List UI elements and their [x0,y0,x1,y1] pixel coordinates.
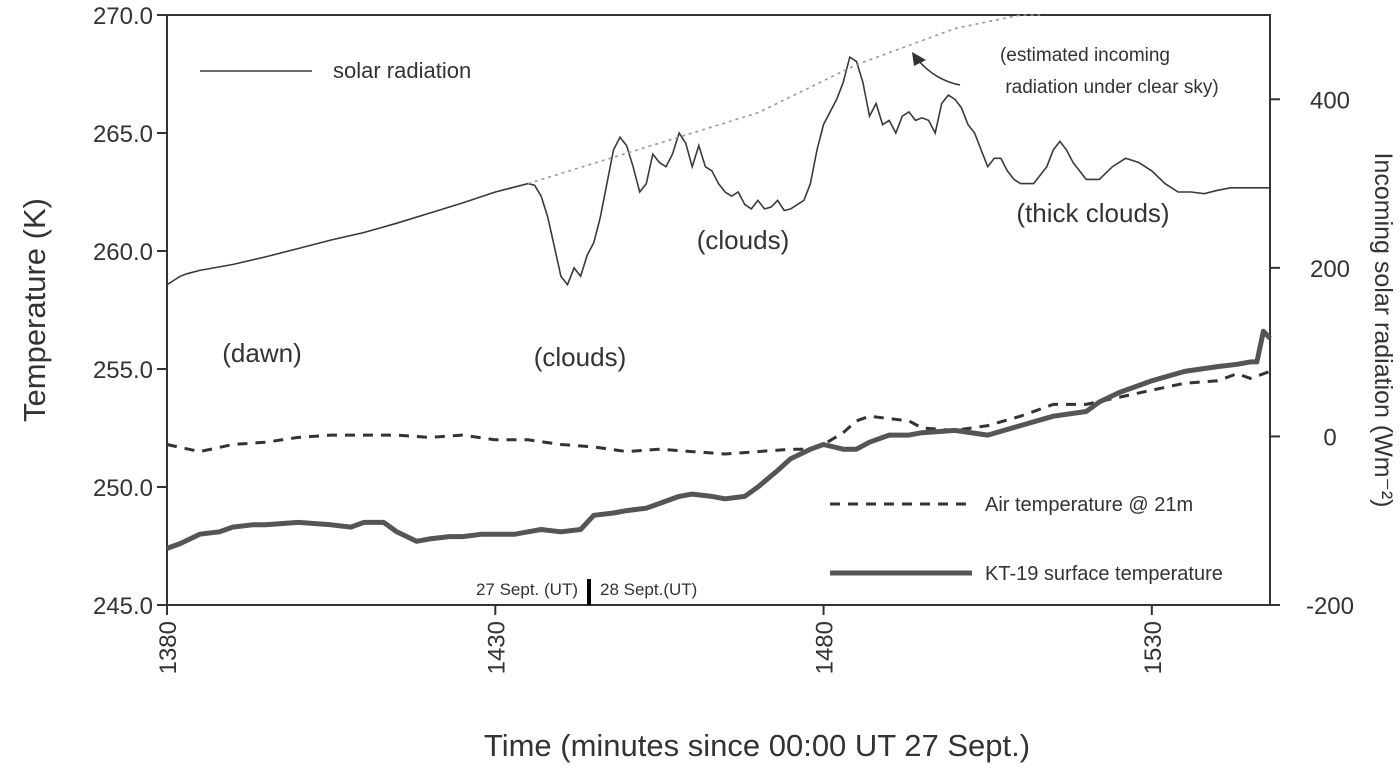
x-tick-label: 1430 [483,621,510,674]
legend-surface-label: KT-19 surface temperature [985,563,1223,585]
annotation-dawn: (dawn) [222,338,301,368]
series-layer [166,14,1272,551]
date-marker-right: 28 Sept.(UT) [600,580,697,599]
date-marker-left: 27 Sept. (UT) [476,580,578,599]
estimate-note-line1: (estimated incoming [1000,45,1170,66]
estimate-note-arrow [917,59,961,86]
estimate-note-line2: radiation under clear sky) [1005,77,1218,98]
left-axis-title: Temperature (K) [17,198,52,422]
x-tick-label: 1530 [1140,621,1167,674]
annotation-clouds-2: (clouds) [697,225,789,255]
plot-frame [166,14,1271,606]
legend-air-label: Air temperature @ 21m [985,494,1193,516]
x-tick-label: 1380 [155,621,182,674]
right-y-tick-label: 400 [1310,87,1350,114]
right-y-tick-label: 0 [1323,424,1336,451]
right-y-axis-ticks: -200 0 200 400 [1270,87,1354,620]
left-y-axis-ticks: 245.0 250.0 255.0 260.0 265.0 270.0 [93,3,167,620]
left-y-tick-label: 265.0 [93,121,153,148]
x-axis-title: Time (minutes since 00:00 UT 27 Sept.) [484,728,1030,763]
annotation-clouds-1: (clouds) [534,342,626,372]
left-y-tick-label: 270.0 [93,3,153,30]
clear-sky-estimate-line [527,14,1041,185]
right-y-tick-label: -200 [1306,593,1354,620]
annotation-thick-clouds: (thick clouds) [1016,198,1169,228]
surface-temperature-line [166,328,1272,551]
air-temperature-line [166,369,1271,456]
x-tick-label: 1480 [812,621,839,674]
x-axis-ticks: 1380 1430 1480 1530 [155,605,1167,674]
estimate-note-arrowhead [912,52,926,66]
right-y-tick-label: 200 [1310,256,1350,283]
left-y-tick-label: 260.0 [93,239,153,266]
solar-radiation-line [166,55,1270,287]
legend-solar-label: solar radiation [333,58,471,83]
left-y-tick-label: 245.0 [93,593,153,620]
left-y-tick-label: 250.0 [93,475,153,502]
right-axis-title: Incoming solar radiation (Wm⁻²) [1369,153,1397,508]
left-y-tick-label: 255.0 [93,357,153,384]
